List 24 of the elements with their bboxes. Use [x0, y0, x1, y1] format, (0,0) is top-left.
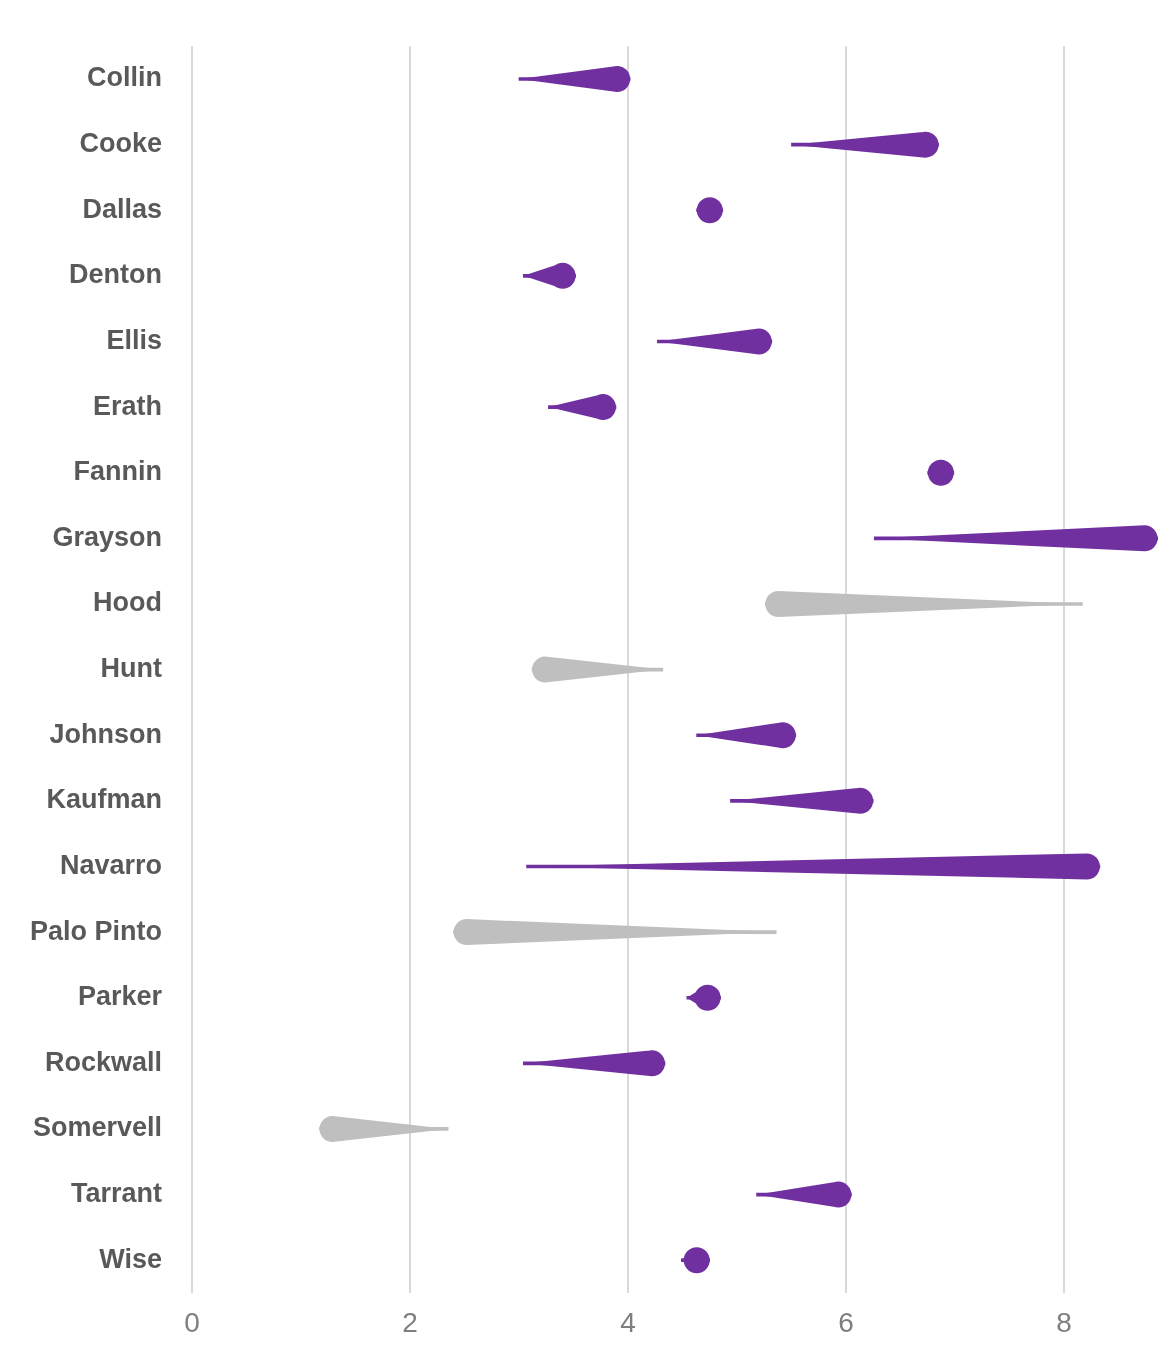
x-tick-label: 4 [620, 1306, 636, 1338]
y-tick-label: Erath [92, 390, 162, 421]
y-tick-label: Hunt [100, 653, 162, 684]
x-tick-label: 8 [1056, 1306, 1072, 1338]
x-tick-label: 2 [402, 1306, 418, 1338]
y-tick-label: Grayson [52, 521, 162, 552]
y-tick-label: Navarro [59, 849, 162, 880]
y-tick-label: Cooke [79, 128, 162, 159]
y-tick-label: Hood [93, 587, 162, 618]
y-tick-label: Ellis [106, 324, 162, 355]
y-tick-label: Denton [69, 259, 162, 290]
y-tick-label: Parker [77, 981, 163, 1012]
y-tick-label: Palo Pinto [29, 915, 162, 946]
y-tick-label: Collin [87, 62, 162, 93]
x-tick-label: 0 [184, 1306, 200, 1338]
y-tick-label: Rockwall [44, 1046, 162, 1077]
x-tick-label: 6 [838, 1306, 854, 1338]
y-tick-label: Wise [99, 1243, 162, 1274]
y-tick-label: Kaufman [46, 784, 162, 815]
y-tick-label: Tarrant [70, 1178, 162, 1209]
y-tick-label: Somervell [32, 1112, 162, 1143]
y-tick-label: Dallas [82, 193, 162, 224]
y-tick-label: Fannin [73, 456, 162, 487]
y-tick-label: Johnson [49, 718, 162, 749]
